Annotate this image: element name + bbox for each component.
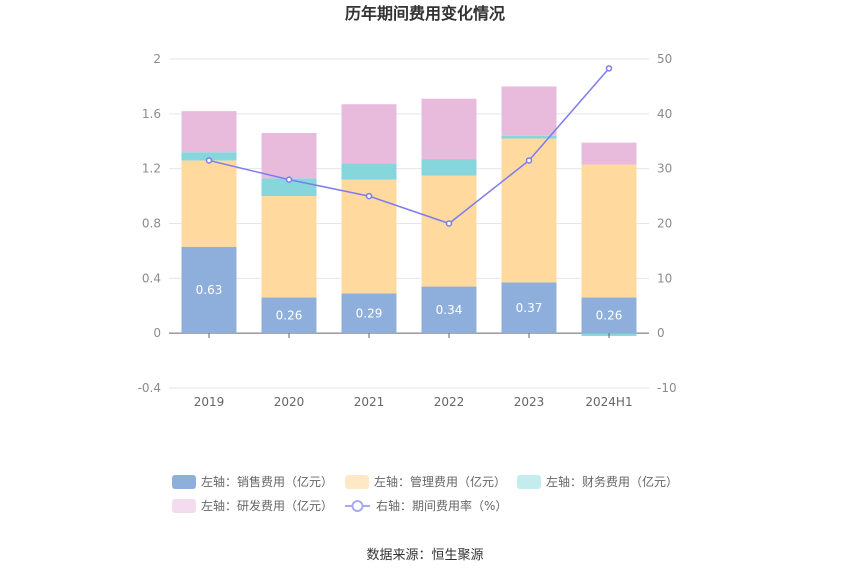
rate-point-2019[interactable] <box>205 157 213 164</box>
legend-swatch-rate-marker <box>351 500 364 512</box>
data-label-sales: 0.63 <box>196 283 223 297</box>
left-tick-label: 2 <box>153 52 161 66</box>
bar-finance-2021[interactable] <box>341 163 397 180</box>
left-axis-ticks: -0.4 0 0.4 0.8 1.2 1.6 2 <box>138 52 161 395</box>
right-tick-label: -10 <box>657 381 677 395</box>
bar-rd-2019[interactable] <box>181 111 237 153</box>
bars <box>181 86 637 336</box>
legend-label-rate: 右轴：期间费用率（%） <box>376 498 507 513</box>
bar-mgmt-2024H1[interactable] <box>581 164 637 298</box>
left-tick-label: 0.4 <box>142 271 161 285</box>
right-tick-label: 50 <box>657 52 672 66</box>
bar-rd-2021[interactable] <box>341 104 397 164</box>
bar-mgmt-2019[interactable] <box>181 160 237 247</box>
data-label-sales: 0.26 <box>276 308 303 322</box>
right-tick-label: 30 <box>657 162 672 176</box>
right-tick-label: 0 <box>657 326 665 340</box>
left-tick-label: -0.4 <box>138 381 161 395</box>
right-tick-label: 10 <box>657 271 672 285</box>
data-label-sales: 0.26 <box>596 308 623 322</box>
bar-finance-2023[interactable] <box>501 135 557 139</box>
rate-point-2023[interactable] <box>525 157 533 164</box>
rate-polyline <box>208 67 610 225</box>
legend-swatch-mgmt <box>345 475 369 489</box>
legend-item-finance[interactable]: 左轴：财务费用（亿元） <box>517 474 678 489</box>
legend-label-sales: 左轴：销售费用（亿元） <box>201 474 333 489</box>
data-labels: 0.63 0.26 0.29 0.34 0.37 0.26 <box>196 283 623 322</box>
legend-swatch-rd <box>172 499 196 513</box>
left-tick-label: 1.6 <box>142 107 161 121</box>
rate-point-2020[interactable] <box>285 176 293 183</box>
x-tick-label: 2021 <box>354 395 385 409</box>
bar-sales-2024H1[interactable] <box>581 297 637 334</box>
legend-label-rd: 左轴：研发费用（亿元） <box>201 498 333 513</box>
gridlines <box>169 58 649 389</box>
rate-point-2022[interactable] <box>445 220 453 227</box>
bar-mgmt-2020[interactable] <box>261 196 317 298</box>
legend-item-rate[interactable]: 右轴：期间费用率（%） <box>345 498 507 513</box>
data-label-sales: 0.37 <box>516 301 543 315</box>
legend: 左轴：销售费用（亿元） 左轴：管理费用（亿元） 左轴：财务费用（亿元） 左轴：研… <box>172 474 678 513</box>
rate-line <box>205 65 613 227</box>
bar-sales-2019[interactable] <box>181 246 237 334</box>
bar-mgmt-2022[interactable] <box>421 175 477 287</box>
data-label-sales: 0.34 <box>436 303 463 317</box>
x-tick-label: 2024H1 <box>585 395 632 409</box>
left-tick-label: 1.2 <box>142 162 161 176</box>
bar-sales-2021[interactable] <box>341 293 397 334</box>
left-tick-label: 0 <box>153 326 161 340</box>
bar-finance-2022[interactable] <box>421 159 477 176</box>
chart-title: 历年期间费用变化情况 <box>345 4 505 23</box>
right-tick-label: 40 <box>657 107 672 121</box>
bar-sales-2020[interactable] <box>261 297 317 334</box>
legend-swatch-sales <box>172 475 196 489</box>
legend-item-rd[interactable]: 左轴：研发费用（亿元） <box>172 498 333 513</box>
source-note: 数据来源：恒生聚源 <box>366 548 483 563</box>
x-tick-label: 2019 <box>194 395 225 409</box>
bar-finance-2019[interactable] <box>181 152 237 161</box>
bar-rd-2020[interactable] <box>261 133 317 179</box>
legend-item-sales[interactable]: 左轴：销售费用（亿元） <box>172 474 333 489</box>
bar-rd-2022[interactable] <box>421 98 477 160</box>
rate-point-2024H1[interactable] <box>605 65 613 72</box>
legend-item-mgmt[interactable]: 左轴：管理费用（亿元） <box>345 474 506 489</box>
x-tick-label: 2023 <box>514 395 545 409</box>
right-tick-label: 20 <box>657 217 672 231</box>
data-label-sales: 0.29 <box>356 306 383 320</box>
x-axis-ticks: 2019 2020 2021 2022 2023 2024H1 <box>194 333 633 409</box>
bar-sales-2023[interactable] <box>501 282 557 334</box>
legend-swatch-finance <box>517 475 541 489</box>
x-tick-label: 2022 <box>434 395 465 409</box>
legend-label-mgmt: 左轴：管理费用（亿元） <box>374 474 506 489</box>
bar-rd-2023[interactable] <box>501 86 557 136</box>
right-axis-ticks: -10 0 10 20 30 40 50 <box>657 52 677 395</box>
legend-label-finance: 左轴：财务费用（亿元） <box>546 474 678 489</box>
bar-sales-2022[interactable] <box>421 286 477 334</box>
x-tick-label: 2020 <box>274 395 305 409</box>
left-tick-label: 0.8 <box>142 217 161 231</box>
bar-rd-2024H1[interactable] <box>581 142 637 165</box>
rate-point-2021[interactable] <box>365 192 373 200</box>
